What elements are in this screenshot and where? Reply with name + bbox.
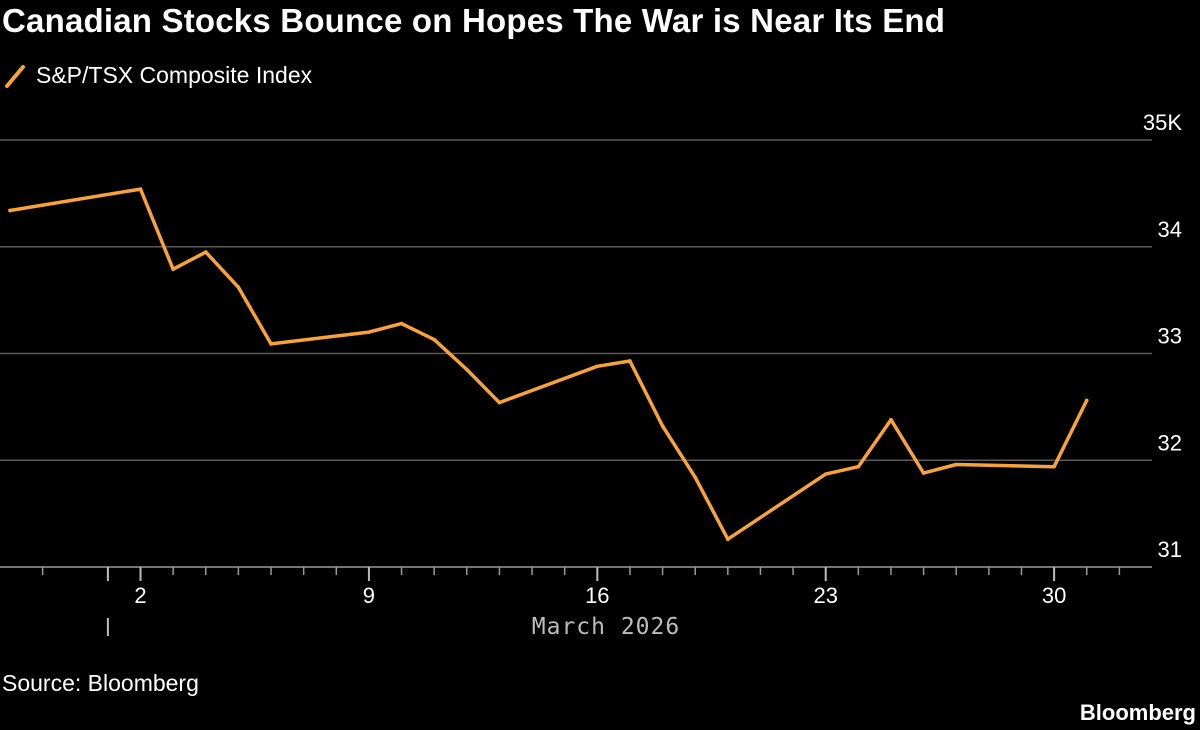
data-point bbox=[660, 424, 665, 428]
data-point bbox=[889, 417, 893, 422]
series-line-0 bbox=[8, 187, 1089, 541]
series-layer bbox=[8, 187, 1089, 542]
data-point bbox=[465, 367, 469, 372]
data-point bbox=[236, 285, 241, 290]
data-point bbox=[595, 364, 600, 369]
x-tick-label: 23 bbox=[813, 583, 837, 608]
x-tick-label: 16 bbox=[585, 583, 609, 608]
x-tick-label: 9 bbox=[363, 583, 375, 608]
data-point bbox=[726, 537, 730, 542]
data-point bbox=[1052, 464, 1056, 469]
data-point bbox=[171, 267, 175, 271]
y-axis-labels: 31 32 33 34 35K bbox=[1143, 110, 1182, 562]
y-tick-label: 35K bbox=[1143, 110, 1182, 135]
data-point bbox=[1084, 398, 1089, 403]
x-tick-label: 2 bbox=[134, 583, 146, 608]
data-point bbox=[497, 400, 502, 405]
data-point bbox=[432, 337, 436, 342]
source-note: Source: Bloomberg bbox=[2, 670, 199, 696]
y-tick-label: 33 bbox=[1158, 324, 1182, 349]
legend: S&P/TSX Composite Index bbox=[4, 62, 312, 89]
data-point bbox=[138, 187, 143, 191]
data-point bbox=[367, 330, 371, 334]
brand-logo: Bloomberg bbox=[1079, 700, 1196, 725]
data-point bbox=[203, 250, 208, 254]
data-point bbox=[269, 342, 273, 346]
y-tick-label: 31 bbox=[1158, 537, 1182, 562]
x-axis bbox=[0, 566, 1152, 636]
y-tick-label: 32 bbox=[1158, 430, 1182, 455]
data-point bbox=[823, 472, 828, 476]
grid-lines bbox=[0, 139, 1152, 461]
x-axis-labels: 2 9 16 23 30 March 2026 bbox=[134, 583, 1066, 640]
legend-label: S&P/TSX Composite Index bbox=[36, 62, 313, 88]
data-point bbox=[8, 208, 12, 213]
data-point bbox=[954, 462, 959, 467]
chart-title: Canadian Stocks Bounce on Hopes The War … bbox=[2, 2, 946, 39]
y-tick-label: 34 bbox=[1158, 217, 1182, 242]
x-tick-label: 30 bbox=[1042, 583, 1066, 608]
data-point bbox=[856, 464, 861, 469]
data-point bbox=[693, 475, 697, 480]
x-axis-month-label: March 2026 bbox=[532, 614, 680, 640]
data-point bbox=[628, 359, 632, 363]
data-point bbox=[399, 321, 404, 326]
data-point bbox=[921, 471, 926, 475]
legend-swatch-icon bbox=[5, 64, 25, 88]
